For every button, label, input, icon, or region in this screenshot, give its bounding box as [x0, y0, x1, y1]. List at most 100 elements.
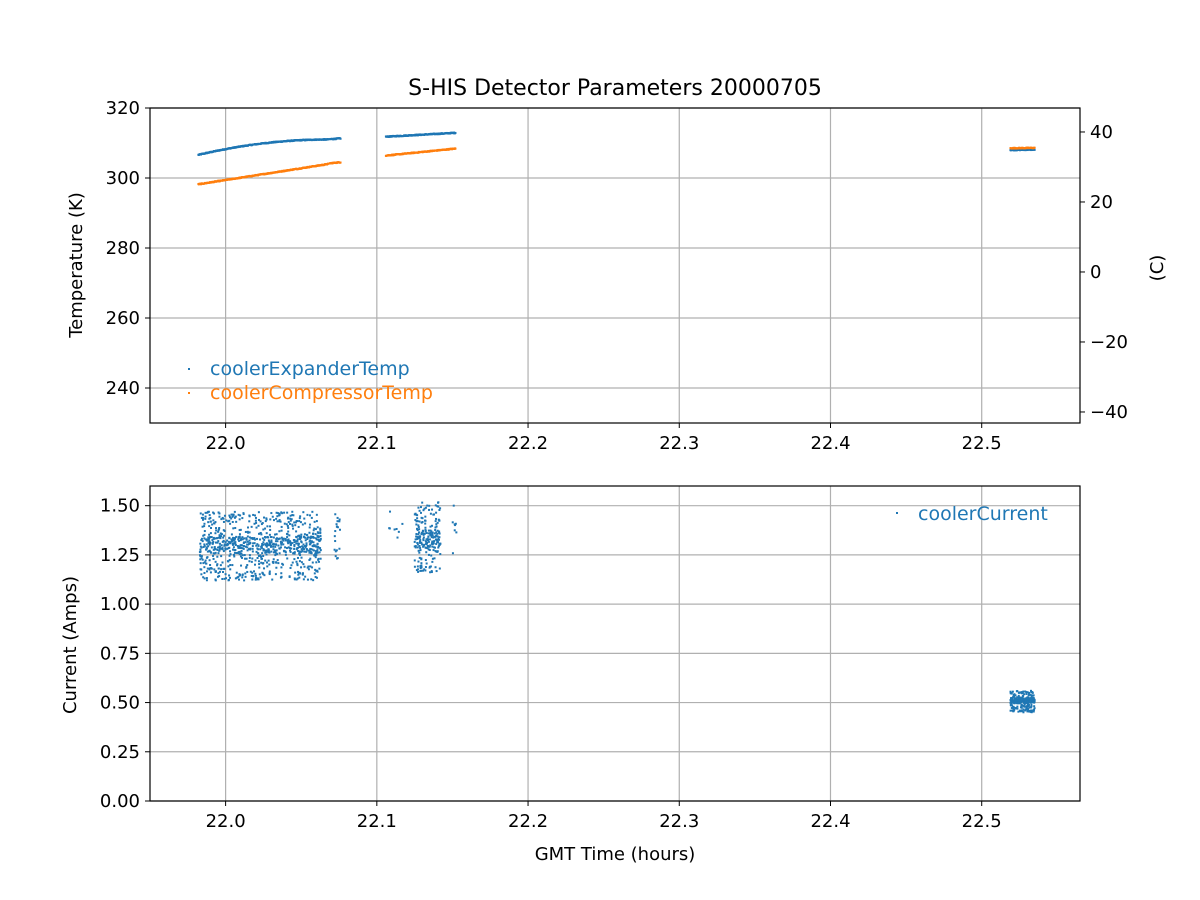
- data-point-coolerCurrent: [254, 574, 257, 577]
- data-point-coolerCurrent: [222, 570, 225, 573]
- x-tick-label: 22.0: [206, 433, 246, 454]
- data-point-coolerCurrent: [232, 553, 235, 556]
- data-point-coolerCurrent: [1023, 693, 1026, 696]
- data-point-coolerCurrent: [297, 542, 300, 545]
- x-tick-label: 22.1: [357, 433, 397, 454]
- data-point-coolerCurrent: [297, 544, 300, 547]
- data-point-coolerCurrent: [248, 520, 251, 523]
- data-point-coolerCurrent: [239, 514, 242, 517]
- data-point-coolerCurrent: [453, 529, 456, 532]
- x-tick-label: 22.5: [962, 811, 1002, 832]
- data-point-coolerCurrent: [219, 537, 222, 540]
- data-point-coolerCurrent: [430, 534, 433, 537]
- data-point-coolerCurrent: [413, 513, 416, 516]
- data-point-coolerCurrent: [214, 570, 217, 573]
- data-point-coolerCurrent: [1033, 705, 1036, 708]
- data-point-coolerCurrent: [1029, 706, 1032, 709]
- data-point-coolerCurrent: [244, 575, 247, 578]
- y2-tick-label: 20: [1090, 192, 1113, 213]
- data-point-coolerCurrent: [296, 564, 299, 567]
- data-point-coolerCurrent: [428, 545, 431, 548]
- data-point-coolerCurrent: [1025, 705, 1028, 708]
- data-point-coolerCurrent: [270, 550, 273, 553]
- data-point-coolerCurrent: [227, 520, 230, 523]
- data-point-coolerCurrent: [282, 563, 285, 566]
- data-point-coolerCurrent: [232, 527, 235, 530]
- data-point-coolerCurrent: [312, 529, 315, 532]
- data-point-coolerCurrent: [238, 553, 241, 556]
- data-point-coolerCurrent: [216, 563, 219, 566]
- data-point-coolerCurrent: [219, 532, 222, 535]
- data-point-coolerCurrent: [278, 514, 281, 517]
- data-point-coolerCurrent: [278, 537, 281, 540]
- data-point-coolerCurrent: [268, 573, 271, 576]
- data-point-coolerCurrent: [316, 543, 319, 546]
- data-point-coolerCurrent: [228, 554, 231, 557]
- data-point-coolerCurrent: [219, 564, 222, 567]
- data-point-coolerCurrent: [1022, 708, 1025, 711]
- data-point-coolerCurrent: [215, 527, 218, 530]
- data-point-coolerCurrent: [222, 539, 225, 542]
- data-point-coolerCurrent: [208, 533, 211, 536]
- data-point-coolerCurrent: [1026, 700, 1029, 703]
- data-point-coolerCurrent: [438, 530, 441, 533]
- data-point-coolerCurrent: [199, 554, 202, 557]
- data-point-coolerCurrent: [319, 547, 322, 550]
- data-point-coolerCurrent: [429, 532, 432, 535]
- data-point-coolerCurrent: [302, 546, 305, 549]
- data-point-coolerCurrent: [418, 551, 421, 554]
- data-point-coolerCurrent: [253, 570, 256, 573]
- data-point-coolerCurrent: [214, 532, 217, 535]
- data-point-coolerCurrent: [231, 520, 234, 523]
- data-point-coolerCurrent: [1030, 689, 1033, 692]
- data-point-coolerCurrent: [272, 548, 275, 551]
- data-point-coolerCurrent: [254, 563, 257, 566]
- data-point-coolerCurrent: [1020, 710, 1023, 713]
- data-point-coolerCurrent: [1029, 693, 1032, 696]
- data-point-coolerCurrent: [285, 547, 288, 550]
- legend-label-cooler-compressor-temp: coolerCompressorTemp: [210, 382, 433, 404]
- data-point-coolerCurrent: [426, 504, 429, 507]
- data-point-coolerCurrent: [424, 559, 427, 562]
- x-tick-label: 22.2: [508, 811, 548, 832]
- data-point-coolerCurrent: [229, 522, 232, 525]
- data-point-coolerCurrent: [294, 521, 297, 524]
- data-point-coolerCurrent: [336, 557, 339, 560]
- y-tick-label: 300: [106, 168, 140, 189]
- data-point-coolerCurrent: [435, 539, 438, 542]
- data-point-coolerCurrent: [262, 528, 265, 531]
- data-point-coolerCurrent: [314, 556, 317, 559]
- data-point-coolerCurrent: [1033, 708, 1036, 711]
- data-point-coolerCurrent: [428, 504, 431, 507]
- data-point-coolerCurrent: [238, 518, 241, 521]
- data-point-coolerCurrent: [221, 561, 224, 564]
- data-point-coolerCurrent: [1021, 695, 1024, 698]
- data-point-coolerCurrent: [418, 556, 421, 559]
- data-point-coolerCurrent: [335, 525, 338, 528]
- data-point-coolerCurrent: [218, 547, 221, 550]
- data-point-coolerCurrent: [1017, 694, 1020, 697]
- legend-marker-cooler-expander-temp: [188, 368, 190, 370]
- data-point-coolerCurrent: [231, 515, 234, 518]
- data-point-coolerCurrent: [451, 521, 454, 524]
- data-point-coolerCurrent: [208, 537, 211, 540]
- data-point-coolerCurrent: [1029, 710, 1032, 713]
- data-point-coolerCurrent: [234, 549, 237, 552]
- data-point-coolerCurrent: [279, 540, 282, 543]
- data-point-coolerCurrent: [244, 557, 247, 560]
- data-point-coolerCurrent: [205, 548, 208, 551]
- data-point-coolerCurrent: [1020, 701, 1023, 704]
- data-point-coolerCurrent: [210, 536, 213, 539]
- data-point-coolerCurrent: [313, 572, 316, 575]
- data-point-coolerCurrent: [290, 564, 293, 567]
- data-point-coolerCurrent: [416, 546, 419, 549]
- data-point-coolerCurrent: [304, 575, 307, 578]
- data-point-coolerCurrent: [298, 534, 301, 537]
- data-point-coolerCurrent: [278, 519, 281, 522]
- data-point-coolerCurrent: [227, 579, 230, 582]
- data-point-coolerCurrent: [199, 562, 202, 565]
- data-point-coolerCurrent: [317, 560, 320, 563]
- data-point-coolerCurrent: [1026, 709, 1029, 712]
- data-point-coolerCurrent: [246, 535, 249, 538]
- data-point-coolerCurrent: [335, 549, 338, 552]
